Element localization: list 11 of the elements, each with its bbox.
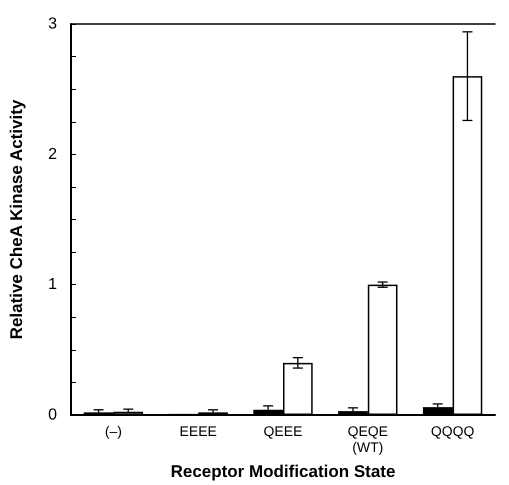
y-tick-label: 0 — [48, 406, 58, 424]
x-tick-label: EEEE — [180, 423, 217, 439]
x-tick-label: QEEE — [264, 423, 302, 439]
x-tick-label: (–) — [104, 423, 122, 439]
y-tick-label: 3 — [48, 16, 58, 32]
y-axis-title: Relative CheA Kinase Activity — [7, 99, 26, 340]
x-tick-label: QEQE (WT) — [348, 423, 388, 455]
y-tick-label: 1 — [48, 276, 58, 294]
x-axis-title: Receptor Modification State — [170, 462, 396, 481]
x-tick-label: QQQQ — [430, 423, 474, 439]
y-tick-label: 2 — [48, 146, 58, 163]
